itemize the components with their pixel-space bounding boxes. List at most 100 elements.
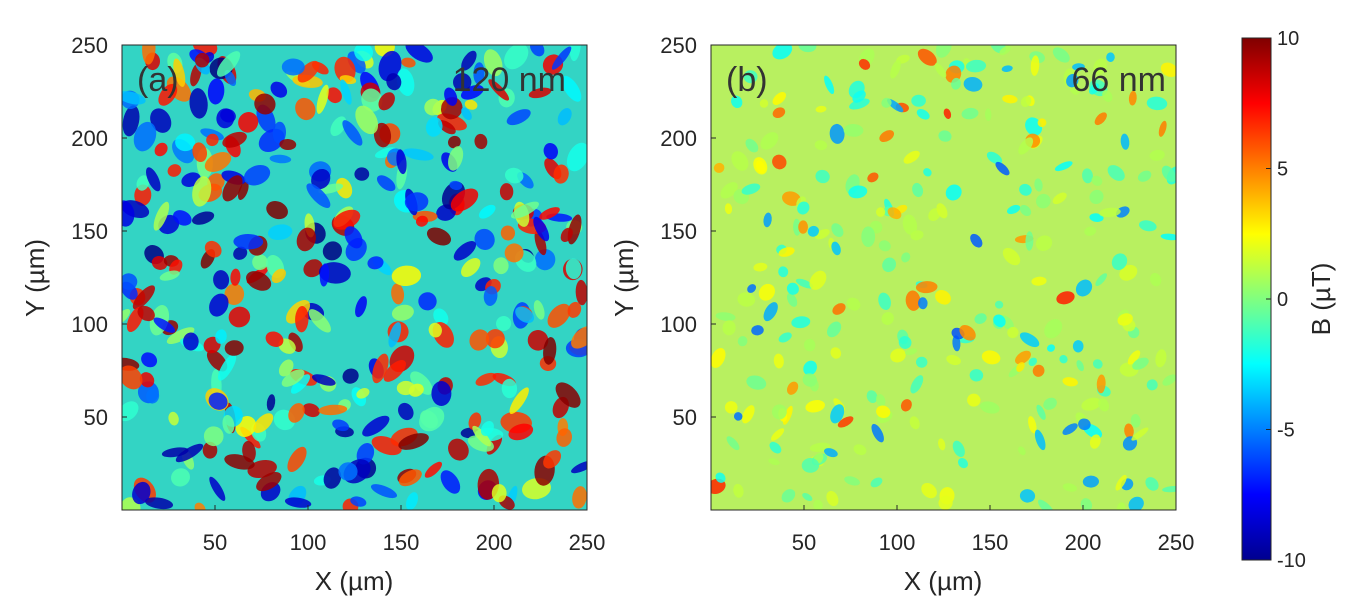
field-domain (1076, 360, 1084, 372)
field-domain (715, 312, 736, 321)
y-tick-label: 200 (71, 126, 108, 151)
field-domain (786, 381, 799, 395)
field-domain (159, 270, 180, 281)
panel-b: 50 100 150 200 250 50 100 150 200 250 (b) 66 nm X… (609, 33, 1194, 596)
field-domain (715, 472, 726, 483)
field-domain (915, 281, 938, 294)
field-domain (722, 320, 736, 336)
field-domain (753, 262, 768, 272)
field-domain (228, 306, 251, 328)
field-domain (356, 388, 370, 399)
field-domain (936, 203, 948, 219)
field-domain (803, 360, 817, 376)
field-domain (501, 378, 518, 399)
field-domain (515, 306, 535, 324)
field-domain (802, 373, 817, 387)
x-tick-label: 50 (792, 530, 816, 555)
field-domain (318, 183, 344, 194)
field-domain (1091, 175, 1103, 186)
field-domain (222, 131, 247, 148)
field-domain (350, 496, 367, 507)
field-domain (173, 58, 186, 87)
field-domain (1145, 477, 1159, 491)
field-domain (342, 120, 363, 146)
field-domain (1075, 279, 1093, 297)
colorbar-tick-label: 5 (1277, 159, 1288, 181)
field-domain (553, 164, 569, 184)
field-domain (468, 412, 482, 430)
field-domain (724, 203, 733, 215)
field-domain (404, 192, 429, 212)
y-tick-label: 50 (673, 405, 697, 430)
field-domain (1007, 326, 1019, 339)
field-domain (1158, 120, 1167, 137)
field-domain (801, 457, 820, 473)
field-domain (1031, 276, 1047, 286)
field-domain (448, 146, 464, 171)
field-domain (204, 152, 232, 172)
x-tick-label: 100 (879, 530, 916, 555)
field-domain (898, 336, 912, 349)
colorbar-tick-label: -10 (1277, 550, 1306, 572)
field-domain (571, 325, 587, 349)
field-domain (204, 240, 222, 258)
field-domain (809, 270, 827, 290)
field-domain (132, 285, 156, 310)
field-domain (461, 107, 472, 121)
field-domain (488, 79, 510, 101)
field-domain (287, 446, 307, 473)
colorbar-tick-label: -5 (1277, 420, 1295, 442)
field-domain (246, 271, 272, 291)
field-domain (527, 330, 549, 351)
field-domain (1084, 226, 1097, 236)
field-domain (154, 142, 168, 157)
field-domain (737, 336, 748, 347)
field-domain (1116, 206, 1130, 218)
field-domain (425, 116, 443, 137)
field-domain (566, 142, 587, 172)
field-domain (303, 259, 323, 278)
colorbar: -10 -5 0 5 10 B (µT) (1241, 28, 1336, 572)
field-domain (386, 73, 402, 91)
field-domain (391, 265, 422, 287)
field-domain (737, 292, 756, 307)
field-domain (424, 98, 442, 116)
field-domain (731, 95, 743, 109)
field-domain (543, 450, 562, 469)
field-domain (1054, 161, 1073, 172)
field-domain (760, 132, 779, 150)
field-domain (398, 469, 422, 487)
field-domain (440, 470, 461, 494)
field-domain (372, 353, 389, 384)
field-domain (122, 273, 138, 290)
field-domain (875, 207, 886, 217)
field-domain (753, 157, 768, 175)
field-domain (269, 154, 292, 164)
field-domain (448, 438, 469, 461)
field-domain (565, 258, 582, 280)
field-domain (1146, 96, 1168, 111)
field-domain (428, 322, 442, 338)
panel-a-ylabel: Y (µm) (20, 239, 50, 317)
field-domain (1120, 133, 1130, 150)
field-domain (356, 443, 375, 465)
field-domain (1128, 90, 1137, 106)
field-domain (567, 301, 582, 318)
field-domain (1002, 247, 1021, 266)
field-domain (733, 483, 744, 498)
field-domain (134, 184, 152, 206)
field-domain (1015, 350, 1031, 365)
field-domain (1018, 137, 1034, 155)
field-domain (453, 73, 472, 92)
field-domain (1160, 62, 1176, 78)
field-domain (238, 112, 259, 133)
field-domain (166, 327, 195, 344)
field-domain (528, 87, 552, 99)
field-domain (1019, 183, 1032, 196)
field-domain (530, 45, 545, 57)
field-domain (746, 375, 767, 390)
field-domain (830, 347, 842, 359)
field-domain (1006, 204, 1021, 215)
field-domain (415, 215, 429, 227)
field-domain (1036, 404, 1046, 420)
